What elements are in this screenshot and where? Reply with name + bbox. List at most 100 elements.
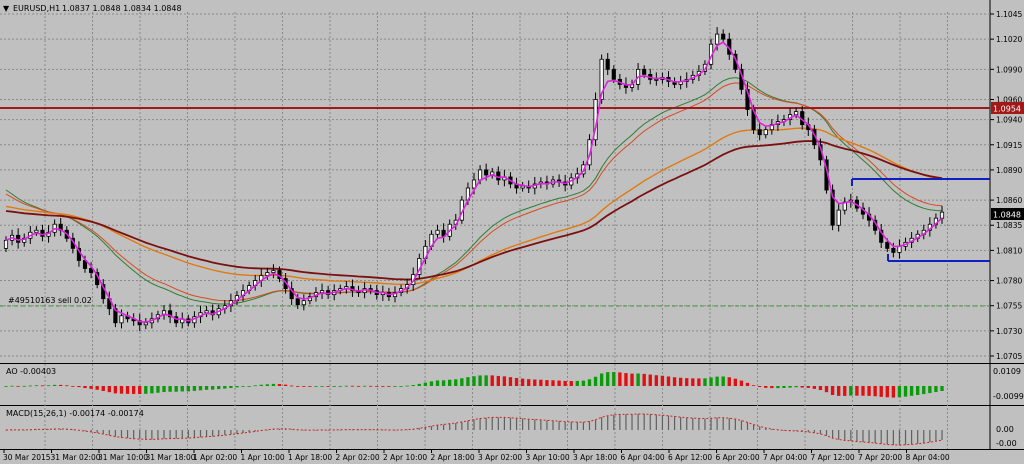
macd-bar: [886, 430, 888, 445]
symbol-label: EURUSD,H1: [13, 4, 60, 13]
ao-bar: [496, 375, 500, 386]
ao-bar: [873, 386, 877, 397]
macd-bar: [54, 429, 56, 430]
macd-bar: [187, 430, 189, 439]
ao-bar: [381, 386, 385, 387]
ao-bar: [672, 377, 677, 386]
ao-bar: [387, 386, 391, 387]
ao-bar: [259, 384, 263, 386]
ao-bar: [52, 384, 57, 386]
ao-bar: [40, 385, 45, 387]
time-tick-label: 7 Apr 04:00: [763, 453, 807, 462]
ao-bar: [830, 386, 835, 395]
price-tick-label: 1.0860: [996, 196, 1022, 205]
macd-bar: [759, 426, 761, 430]
macd-bar: [673, 416, 676, 430]
candle: [168, 310, 173, 318]
macd-bar: [60, 428, 62, 430]
ao-bar: [648, 374, 652, 386]
macd-bar: [862, 430, 864, 442]
macd-bar: [856, 430, 858, 442]
ao-bar: [678, 377, 683, 386]
time-tick-label: 1 Apr 10:00: [241, 453, 285, 462]
ao-bar: [575, 380, 579, 386]
macd-bar: [752, 424, 755, 430]
ao-bar: [417, 383, 421, 386]
ao-bar: [344, 385, 349, 387]
ao-bar: [186, 386, 191, 392]
ao-bar: [909, 386, 914, 396]
macd-bar: [619, 414, 621, 430]
candle: [40, 229, 45, 237]
candle: [654, 78, 659, 81]
macd-bar: [728, 418, 730, 430]
macd-bar: [467, 420, 469, 430]
macd-axis-top: 0.00: [996, 425, 1014, 434]
ao-bar: [131, 386, 136, 394]
macd-bar: [692, 418, 694, 430]
ao-bar: [46, 385, 51, 387]
macd-bar: [722, 417, 724, 430]
macd-bar: [339, 429, 341, 431]
macd-bar: [291, 429, 293, 430]
ao-bar: [757, 386, 762, 387]
price-tick-label: 1.0835: [996, 221, 1022, 230]
macd-bar: [892, 430, 894, 445]
ao-bar: [405, 385, 409, 387]
macd-bar: [424, 427, 426, 430]
macd-bar: [576, 422, 578, 430]
ao-bar: [630, 373, 634, 386]
macd-bar: [740, 420, 743, 430]
macd-bar: [449, 423, 451, 430]
price-tick-label: 1.0940: [996, 116, 1022, 125]
macd-panel[interactable]: [0, 406, 990, 449]
ao-bar: [903, 386, 908, 397]
ao-panel[interactable]: [0, 364, 990, 405]
macd-bar: [704, 418, 706, 430]
ao-bar: [277, 384, 282, 386]
dropdown-triangle-icon[interactable]: ▼: [3, 4, 10, 13]
macd-bar: [655, 414, 657, 430]
macd-bar: [607, 415, 609, 430]
candle: [939, 211, 945, 219]
main-chart-panel[interactable]: [0, 0, 990, 363]
time-tick-label: 3 Apr 10:00: [526, 453, 570, 462]
ao-bar: [77, 386, 81, 388]
candle: [611, 68, 616, 80]
macd-bar: [667, 415, 670, 430]
macd-bar: [236, 430, 238, 434]
ao-bar: [253, 385, 257, 387]
macd-bar: [941, 430, 943, 441]
candle: [478, 169, 483, 181]
price-tick-label: 1.1020: [996, 35, 1022, 44]
macd-bar: [917, 430, 919, 444]
ao-bar: [606, 372, 610, 386]
macd-bar: [90, 430, 92, 432]
ao-bar: [59, 384, 63, 386]
macd-bar: [108, 430, 110, 436]
ao-bar: [490, 375, 494, 386]
time-tick-label: 7 Apr 12:00: [811, 453, 855, 462]
macd-bar: [72, 429, 74, 431]
ao-bar: [739, 380, 744, 386]
macd-bar: [485, 417, 487, 430]
ma-green-line: [5, 77, 943, 305]
ao-bar: [150, 386, 154, 394]
ao-bar: [557, 380, 561, 386]
ao-bar: [448, 379, 452, 386]
ao-bar: [745, 382, 750, 386]
price-tick-label: 1.0730: [996, 327, 1022, 336]
macd-bar: [746, 422, 749, 430]
ao-bar: [545, 380, 549, 386]
time-tick-label: 8 Apr 04:00: [906, 453, 950, 462]
candle: [879, 229, 884, 243]
ao-bar: [71, 386, 75, 387]
macd-bar: [248, 430, 250, 433]
candle: [471, 179, 477, 189]
macd-bar: [11, 429, 13, 431]
candle: [3, 239, 9, 249]
macd-bar: [430, 426, 433, 430]
ao-bar: [751, 385, 756, 387]
macd-bar: [625, 414, 627, 430]
ao-bar: [666, 376, 671, 386]
